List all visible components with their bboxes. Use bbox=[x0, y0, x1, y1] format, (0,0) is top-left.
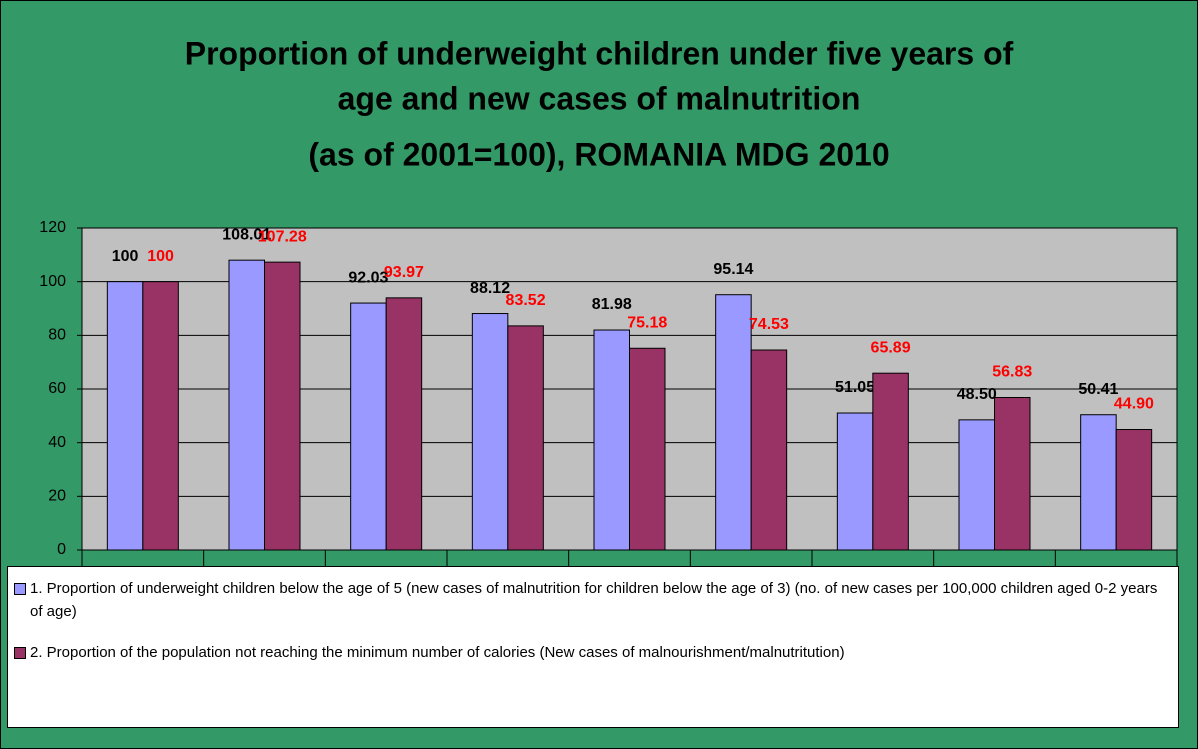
bar bbox=[471, 313, 509, 551]
bar bbox=[1080, 414, 1117, 551]
data-label: 83.52 bbox=[506, 292, 546, 309]
bar bbox=[385, 297, 423, 551]
data-label: 95.14 bbox=[713, 261, 753, 278]
data-label: 107.28 bbox=[258, 228, 307, 245]
legend-label: 2. Proportion of the population not reac… bbox=[30, 644, 845, 661]
y-tick-label: 80 bbox=[48, 327, 66, 344]
data-label: 100 bbox=[147, 248, 174, 265]
data-label: 48.50 bbox=[957, 386, 997, 403]
bar bbox=[350, 302, 387, 551]
y-tick-label: 40 bbox=[48, 434, 66, 451]
bar bbox=[872, 372, 909, 551]
bar bbox=[507, 325, 544, 551]
data-label: 88.12 bbox=[470, 280, 510, 297]
legend-entry: 1. Proportion of underweight children be… bbox=[14, 577, 1172, 623]
bar bbox=[994, 397, 1031, 551]
bar bbox=[142, 281, 179, 551]
chart-title: age and new cases of malnutrition bbox=[338, 80, 861, 116]
legend: 1. Proportion of underweight children be… bbox=[7, 566, 1179, 728]
legend-swatch bbox=[14, 583, 26, 595]
y-tick-label: 20 bbox=[48, 488, 66, 505]
data-label: 51.05 bbox=[835, 379, 875, 396]
legend-swatch bbox=[14, 647, 26, 659]
data-label: 50.41 bbox=[1078, 381, 1118, 398]
data-label: 81.98 bbox=[592, 296, 632, 313]
chart-title: Proportion of underweight children under… bbox=[185, 35, 1014, 71]
legend-label: 1. Proportion of underweight children be… bbox=[30, 580, 1158, 620]
data-label: 65.89 bbox=[871, 339, 911, 356]
data-label: 92.03 bbox=[348, 269, 388, 286]
data-label: 74.53 bbox=[749, 316, 789, 333]
data-label: 44.90 bbox=[1114, 396, 1154, 413]
y-tick-label: 100 bbox=[39, 273, 66, 290]
bar bbox=[715, 294, 752, 551]
bar bbox=[958, 419, 995, 551]
bar bbox=[750, 349, 788, 551]
data-label: 100 bbox=[112, 248, 139, 265]
bar bbox=[264, 261, 301, 551]
chart-title: (as of 2001=100), ROMANIA MDG 2010 bbox=[308, 136, 889, 172]
data-label: 93.97 bbox=[384, 264, 424, 281]
bar bbox=[106, 281, 144, 551]
bar bbox=[593, 329, 630, 551]
legend-entry: 2. Proportion of the population not reac… bbox=[14, 641, 1172, 664]
data-label: 75.18 bbox=[627, 314, 667, 331]
y-tick-label: 0 bbox=[57, 541, 66, 558]
bar bbox=[1115, 429, 1153, 551]
y-tick-label: 120 bbox=[39, 219, 66, 236]
data-label: 56.83 bbox=[992, 364, 1032, 381]
bar bbox=[836, 412, 874, 551]
bar bbox=[629, 347, 666, 551]
bar bbox=[228, 259, 265, 551]
y-tick-label: 60 bbox=[48, 380, 66, 397]
data-label: 108.01 bbox=[222, 226, 271, 243]
